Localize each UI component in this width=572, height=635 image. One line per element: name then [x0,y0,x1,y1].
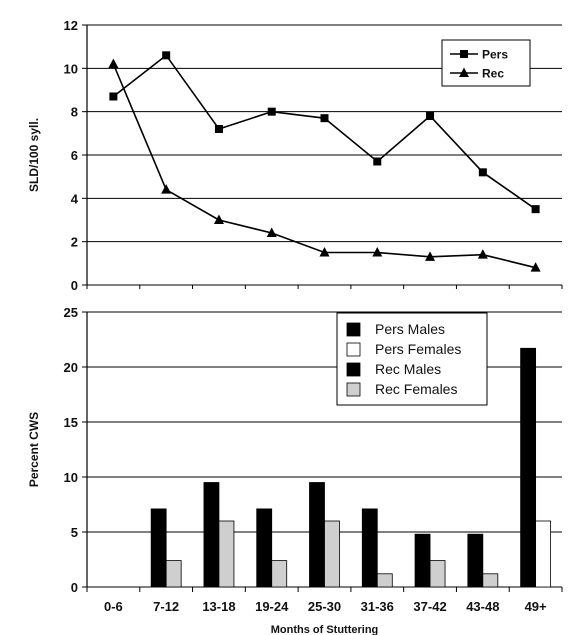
bottom-legend-items: Pers Males Pers Females Rec Males Rec Femal… [346,321,461,397]
top-series-group [108,51,541,272]
top-y-axis-label: SLD/100 syll. [27,118,41,192]
x-tick-label: 37-42 [413,599,446,614]
bar-rec-females [218,520,235,588]
bottom-bars [150,347,552,588]
top-legend: Pers Rec [441,39,531,87]
legend-label-pers: Pers [482,48,508,62]
bar-rec-males [203,482,220,588]
data-point-pers [109,92,118,101]
bar-pers-females [535,520,552,588]
bar-rec-females [429,560,446,588]
x-tick-labels: 0-6 7-12 13-18 19-24 25-30 31-36 37-42 43-48 49+ [104,599,547,614]
top-y-tick-label: 8 [71,105,78,120]
legend-label-rec-males: Rec Males [375,361,441,377]
bottom-y-axis-label: Percent CWS [27,412,41,487]
top-y-tick-label: 2 [71,235,78,250]
x-tick-label: 49+ [525,599,547,614]
data-point-rec [530,262,541,272]
data-point-rec [213,214,224,224]
legend-label-pers-males: Pers Males [375,321,445,337]
data-point-pers [531,205,540,214]
top-legend-items: Pers Rec [450,48,508,81]
bottom-y-tick-label: 0 [71,580,78,595]
legend-swatch-pers-females [346,342,361,357]
data-point-pers [373,157,382,166]
x-tick-label: 19-24 [255,599,289,614]
bar-rec-males [150,508,167,588]
top-legend-box [441,39,531,87]
x-axis-label: Months of Stuttering [271,624,379,635]
bottom-y-tick-label: 10 [64,470,78,485]
bottom-y-tick-label: 5 [71,525,78,540]
bottom-bar-chart: 0 5 10 15 20 25 Percent CWS 0-6 7-12 13-18 19-24… [27,305,563,635]
data-point-rec [372,247,383,257]
bar-rec-females [324,520,340,588]
legend-swatch-pers-males [346,322,361,337]
top-gridlines [82,24,563,289]
legend-swatch-rec-males [346,362,361,377]
data-point-pers [478,168,487,177]
bar-rec-females [271,560,288,588]
bottom-y-tick-label: 25 [64,305,78,320]
legend-label-pers-females: Pers Females [375,341,461,357]
data-point-rec [319,247,330,257]
data-point-rec [266,227,277,237]
data-point-pers [162,51,171,60]
x-tick-label: 7-12 [153,599,179,614]
bottom-legend-box [336,312,488,406]
data-point-pers [214,125,223,133]
x-tick-label: 43-48 [466,599,499,614]
top-y-tick-label: 4 [71,191,79,206]
legend-marker-square [460,50,468,58]
bar-rec-females [165,560,182,588]
top-y-tick-label: 6 [71,148,78,163]
x-tick-label: 25-30 [308,599,341,614]
top-y-tick-labels: 0 2 4 6 8 10 12 [64,18,79,293]
bar-pers-males [520,347,537,588]
data-point-pers [320,114,329,123]
bottom-legend: Pers Males Pers Females Rec Males Rec Femal… [336,312,488,406]
data-point-rec [108,58,119,68]
x-tick-label: 13-18 [202,599,235,614]
series-line-rec [112,63,536,269]
legend-marker-triangle [459,67,469,77]
legend-swatch-rec-females [346,382,361,397]
bar-rec-males [414,533,431,588]
bar-rec-females [482,573,499,588]
bar-rec-males [309,482,325,588]
bottom-y-tick-label: 20 [64,360,78,375]
data-point-rec [477,249,488,259]
data-point-rec [161,184,172,194]
top-y-tick-label: 10 [64,61,78,76]
legend-label-rec: Rec [482,67,504,81]
bar-rec-females [376,573,393,588]
data-point-rec [425,251,436,261]
top-y-tick-label: 12 [64,18,78,33]
data-point-pers [267,107,276,116]
bottom-y-tick-labels: 0 5 10 15 20 25 [64,305,78,595]
legend-label-rec-females: Rec Females [375,381,457,397]
bottom-y-tick-label: 15 [64,415,78,430]
bar-rec-males [361,508,378,588]
top-y-tick-label: 0 [71,278,78,293]
x-tick-label: 31-36 [361,599,394,614]
x-tick-label: 0-6 [104,599,123,614]
top-line-chart: 0 2 4 6 8 10 12 SLD/100 syll. Pers Rec [27,18,563,293]
bar-rec-males [256,508,273,588]
data-point-pers [426,112,435,120]
bar-rec-males [467,533,484,588]
